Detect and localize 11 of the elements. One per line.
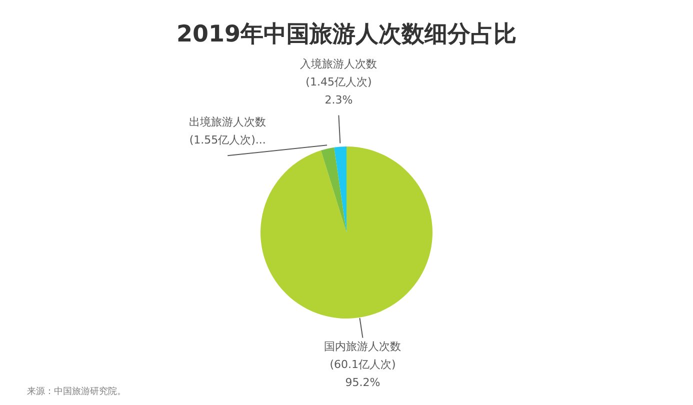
slice-label: 国内旅游人次数 — [324, 340, 402, 353]
pie-slice — [320, 147, 346, 232]
pie-slice — [334, 146, 346, 232]
slice-label: 出境旅游人次数 — [189, 116, 266, 129]
pie-slice — [260, 146, 432, 318]
slice-label: 入境旅游人次数 — [300, 57, 378, 70]
data-label: (60.1亿人次) 95.2% — [330, 358, 396, 389]
chart-title: 2019年中国旅游人次数细分占比 — [176, 21, 517, 48]
data-label: (1.45亿人次) 2.3% — [306, 75, 372, 106]
source-note: 来源：中国旅游研究院。 — [27, 386, 126, 397]
data-label: (1.55亿人次)... — [189, 134, 266, 147]
